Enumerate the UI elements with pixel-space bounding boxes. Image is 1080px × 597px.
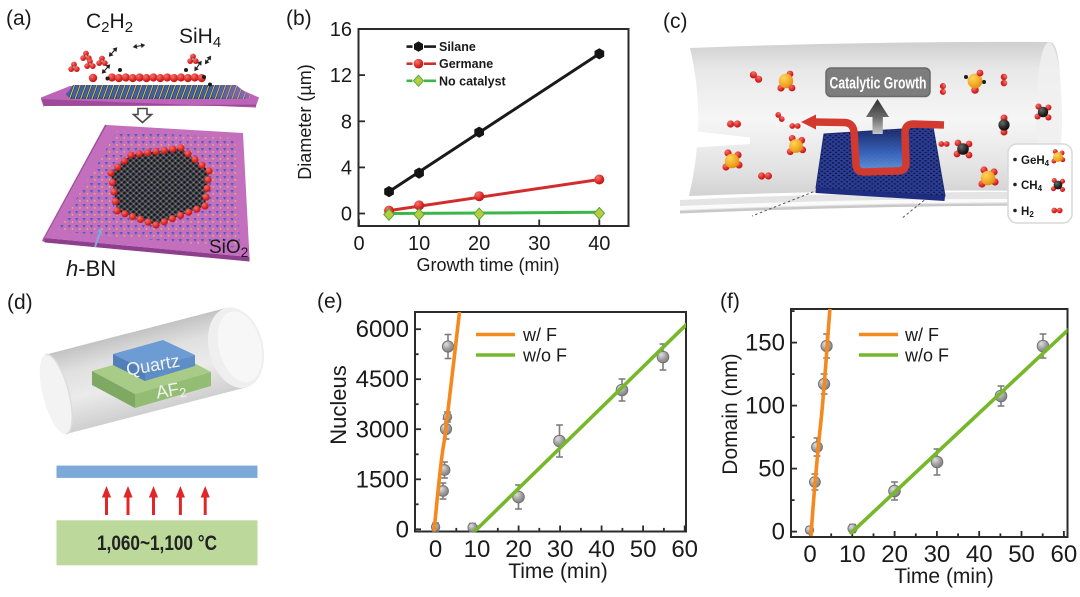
svg-text:0: 0 — [341, 204, 352, 226]
svg-text:(e): (e) — [317, 290, 343, 313]
svg-text:Time (min): Time (min) — [508, 560, 608, 583]
svg-text:Domain (nm): Domain (nm) — [719, 353, 742, 474]
svg-text:40: 40 — [588, 536, 615, 563]
svg-text:20: 20 — [881, 541, 908, 568]
svg-text:Diameter (µm): Diameter (µm) — [295, 64, 315, 179]
svg-text:1500: 1500 — [356, 466, 409, 493]
svg-text:10: 10 — [839, 541, 866, 568]
svg-text:0: 0 — [396, 516, 409, 543]
svg-text:60: 60 — [671, 536, 698, 563]
svg-text:20: 20 — [505, 536, 532, 563]
svg-text:10: 10 — [464, 536, 491, 563]
svg-text:w/o F: w/o F — [522, 346, 567, 366]
svg-text:150: 150 — [745, 330, 785, 357]
svg-text:(b): (b) — [286, 7, 312, 30]
svg-text:60: 60 — [1051, 541, 1078, 568]
svg-text:6000: 6000 — [356, 316, 409, 343]
svg-text:h-BN: h-BN — [66, 256, 116, 281]
svg-text:50: 50 — [758, 456, 785, 483]
svg-text:w/ F: w/ F — [904, 325, 939, 345]
svg-text:GeH4: GeH4 — [1021, 155, 1050, 168]
svg-text:30: 30 — [547, 536, 574, 563]
svg-text:4500: 4500 — [356, 366, 409, 393]
svg-text:0: 0 — [803, 541, 816, 568]
svg-text:100: 100 — [745, 393, 785, 420]
svg-text:0: 0 — [772, 519, 785, 546]
svg-text:w/ F: w/ F — [522, 325, 557, 345]
svg-text:(a): (a) — [6, 7, 32, 30]
svg-text:Germane: Germane — [439, 57, 493, 71]
svg-text:(d): (d) — [7, 291, 33, 314]
svg-text:Catalytic Growth: Catalytic Growth — [830, 74, 927, 93]
svg-text:3000: 3000 — [356, 416, 409, 443]
svg-text:Silane: Silane — [439, 40, 476, 54]
svg-text:SiO2: SiO2 — [209, 237, 248, 260]
svg-text:30: 30 — [924, 541, 951, 568]
svg-text:40: 40 — [966, 541, 993, 568]
svg-text:No catalyst: No catalyst — [439, 74, 507, 88]
svg-text:12: 12 — [330, 65, 352, 87]
svg-text:w/o F: w/o F — [904, 346, 949, 366]
svg-text:40: 40 — [588, 233, 610, 255]
svg-text:50: 50 — [1008, 541, 1035, 568]
svg-text:30: 30 — [528, 233, 550, 255]
svg-text:(c): (c) — [663, 10, 688, 33]
svg-text:Nucleus: Nucleus — [326, 365, 351, 444]
svg-text:(f): (f) — [720, 290, 740, 313]
svg-text:H2: H2 — [1021, 206, 1034, 219]
svg-text:Time (min): Time (min) — [894, 565, 994, 588]
svg-text:8: 8 — [341, 111, 352, 133]
svg-text:10: 10 — [408, 233, 430, 255]
svg-text:Growth time (min): Growth time (min) — [416, 255, 559, 275]
svg-text:50: 50 — [630, 536, 657, 563]
svg-text:20: 20 — [468, 233, 490, 255]
svg-text:1,060~1,100 °C: 1,060~1,100 °C — [97, 532, 217, 555]
svg-text:0: 0 — [429, 536, 442, 563]
svg-text:CH4: CH4 — [1021, 180, 1043, 193]
svg-text:0: 0 — [353, 233, 364, 255]
svg-text:16: 16 — [330, 19, 352, 41]
svg-text:4: 4 — [341, 157, 352, 179]
